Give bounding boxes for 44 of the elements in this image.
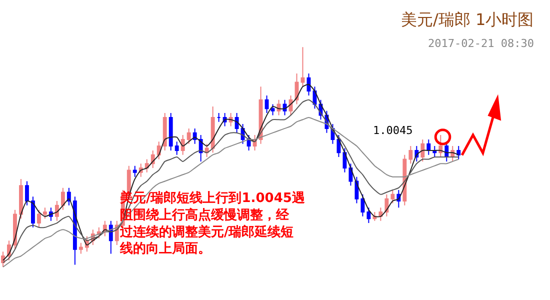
chart-subtitle: 2017-02-21 08:30 xyxy=(428,37,534,50)
candlestick xyxy=(366,207,371,224)
candlestick xyxy=(384,194,389,217)
candlestick xyxy=(354,176,359,204)
candlestick xyxy=(42,207,47,220)
candlestick xyxy=(180,134,185,156)
candlestick xyxy=(402,154,407,206)
candlestick xyxy=(348,163,353,186)
candlestick xyxy=(342,148,347,173)
candlestick xyxy=(204,143,209,158)
chart-title: 美元/瑞郎 1小时图 xyxy=(401,10,534,29)
candlestick xyxy=(426,138,431,156)
candlestick xyxy=(144,158,149,173)
candlestick xyxy=(168,112,173,151)
candlestick xyxy=(246,134,251,151)
candlestick xyxy=(408,146,413,164)
candlestick xyxy=(216,112,221,122)
candlestick xyxy=(31,196,35,228)
candlestick xyxy=(378,207,383,222)
candlestick xyxy=(162,112,167,151)
candlestick xyxy=(78,242,83,254)
candlestick xyxy=(132,165,137,178)
candlestick xyxy=(300,46,305,88)
candlestick xyxy=(234,112,239,134)
candlestick xyxy=(25,180,29,206)
candlestick xyxy=(19,178,23,220)
candlestick xyxy=(60,187,65,210)
candlestick xyxy=(210,106,215,154)
candlestick xyxy=(420,138,425,162)
candlestick xyxy=(264,94,269,114)
candlestick xyxy=(54,200,59,222)
candlestick xyxy=(108,220,113,254)
candlestick xyxy=(336,134,341,158)
candlestick xyxy=(37,209,41,228)
candlestick xyxy=(372,212,377,222)
candlestick xyxy=(390,190,395,204)
candlestick xyxy=(174,141,179,156)
candlestick xyxy=(270,104,275,116)
annotation: 1.0045 xyxy=(373,124,413,137)
candlestick xyxy=(456,146,461,160)
candlestick xyxy=(186,128,191,144)
candlestick xyxy=(13,209,17,250)
candlestick xyxy=(360,194,365,217)
candlestick xyxy=(192,128,197,144)
